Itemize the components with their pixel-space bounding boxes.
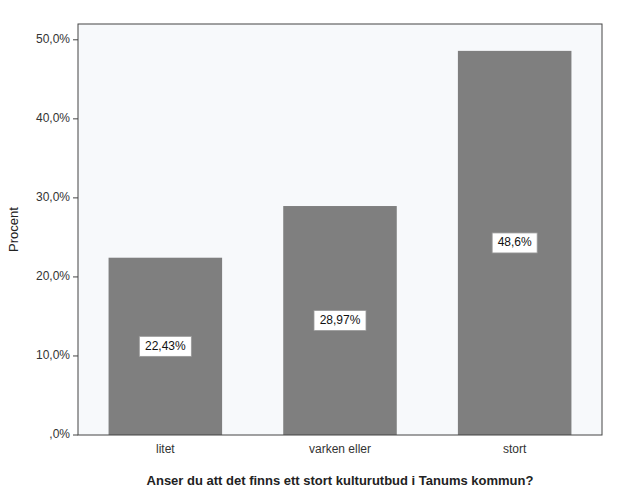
bars (109, 51, 572, 435)
y-tick (73, 39, 78, 40)
y-tick-label: 40,0% (36, 111, 70, 125)
x-tick-label: stort (503, 442, 527, 456)
y-axis: ,0% 10,0% 20,0% 30,0% 40,0% 50,0% (36, 32, 78, 441)
y-tick (73, 276, 78, 277)
y-tick (73, 197, 78, 198)
y-tick-label: 20,0% (36, 269, 70, 283)
plot-area (78, 24, 602, 435)
y-axis-label: Procent (6, 207, 21, 252)
y-tick-label: 50,0% (36, 32, 70, 46)
y-tick (73, 435, 78, 436)
data-label-box (492, 233, 537, 253)
data-label: 28,97% (320, 313, 361, 327)
x-tick-label: litet (156, 442, 175, 456)
chart-container: ,0% 10,0% 20,0% 30,0% 40,0% 50,0% 22,43% 28,97%… (0, 0, 626, 501)
x-axis-label: Anser du att det finns ett stort kulturu… (147, 473, 534, 488)
data-label-box (314, 311, 366, 331)
y-tick-label: 10,0% (36, 348, 70, 362)
x-axis: litet varken eller stort (156, 442, 527, 456)
bar (109, 258, 223, 435)
x-tick-label: varken eller (309, 442, 371, 456)
data-label: 22,43% (145, 339, 186, 353)
bar (458, 51, 572, 435)
chart-svg: ,0% 10,0% 20,0% 30,0% 40,0% 50,0% 22,43% 28,97%… (0, 0, 626, 501)
y-tick (73, 355, 78, 356)
data-labels: 22,43% 28,97% 48,6% (139, 233, 537, 356)
data-label-box (139, 336, 191, 356)
data-label: 48,6% (498, 235, 532, 249)
y-tick-label: 30,0% (36, 190, 70, 204)
y-tick-label: ,0% (49, 427, 70, 441)
plot-frame (78, 24, 602, 435)
y-tick (73, 118, 78, 119)
bar (283, 206, 397, 435)
